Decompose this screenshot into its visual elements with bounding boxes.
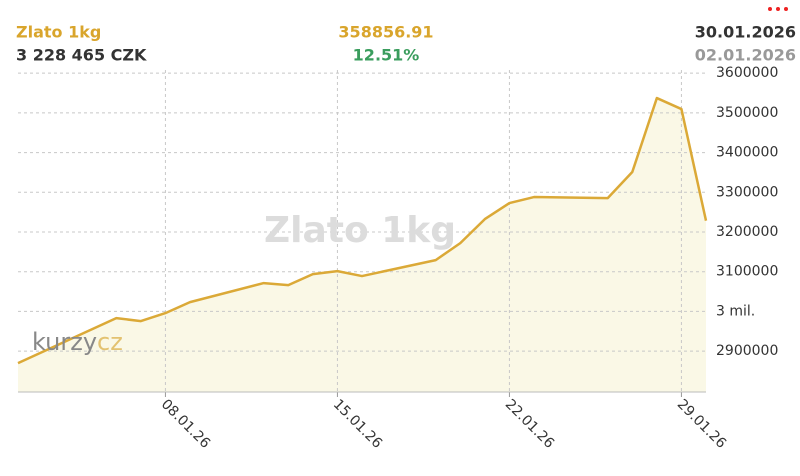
header-date: 30.01.2026 — [695, 23, 796, 42]
brand-logo: kurzycz — [32, 328, 123, 356]
line — [17, 96, 708, 365]
menu-dot — [784, 7, 788, 11]
header-price: 358856.91 — [338, 23, 433, 42]
header-value: 3 228 465 CZK — [16, 46, 147, 65]
brand-name: kurzy — [32, 328, 97, 356]
y-tick-label: 3300000 — [716, 184, 778, 200]
menu-dot — [776, 7, 780, 11]
y-tick-label: 2900000 — [716, 343, 778, 359]
menu-dot — [768, 7, 772, 11]
area — [18, 98, 706, 393]
y-tick-label: 3 mil. — [716, 303, 755, 319]
menu-icon[interactable] — [768, 7, 788, 11]
y-tick-label: 3600000 — [716, 65, 778, 81]
y-tick-label: 3100000 — [716, 264, 778, 280]
header-title: Zlato 1kg — [16, 23, 101, 42]
y-tick-label: 3500000 — [716, 105, 778, 121]
watermark: Zlato 1kg — [264, 210, 456, 251]
y-tick-label: 3400000 — [716, 145, 778, 161]
header-start-date: 02.01.2026 — [695, 46, 796, 65]
header-change: 12.51% — [353, 46, 420, 65]
y-tick-label: 3200000 — [716, 224, 778, 240]
brand-tld: cz — [97, 328, 123, 356]
